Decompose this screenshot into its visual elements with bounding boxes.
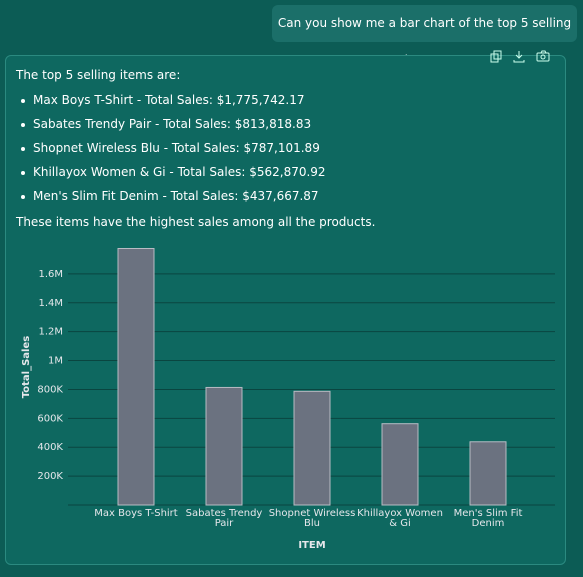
- x-axis-label: ITEM: [298, 540, 325, 551]
- bar: [117, 248, 155, 506]
- list-item: Sabates Trendy Pair - Total Sales: $813,…: [20, 117, 312, 131]
- x-tick-label: Men's Slim Fit Denim: [453, 508, 523, 529]
- bar: [469, 441, 507, 506]
- list-item: Men's Slim Fit Denim - Total Sales: $437…: [21, 189, 319, 203]
- y-tick-label: 1M: [48, 356, 63, 367]
- x-tick-label: Max Boys T-Shirt: [94, 508, 178, 519]
- download-icon[interactable]: [513, 51, 525, 63]
- y-tick-label: 200K: [37, 471, 63, 482]
- y-tick-label: 400K: [37, 442, 63, 453]
- y-tick-label: 1.6M: [38, 269, 63, 280]
- response-intro: The top 5 selling items are:: [16, 68, 181, 82]
- y-tick-label: 600K: [37, 413, 63, 424]
- x-tick-label: Sabates Trendy Pair: [185, 508, 263, 529]
- y-tick-label: 1.2M: [38, 327, 63, 338]
- y-axis-label: Total_Sales: [21, 336, 32, 398]
- bar: [381, 423, 419, 506]
- list-item: Shopnet Wireless Blu - Total Sales: $787…: [21, 141, 320, 155]
- copy-icon[interactable]: [490, 50, 502, 63]
- list-item: Max Boys T-Shirt - Total Sales: $1,775,7…: [21, 93, 305, 107]
- bar: [293, 390, 331, 506]
- bar: [205, 386, 243, 506]
- x-tick-label: Khillayox Women & Gi: [357, 508, 443, 529]
- x-tick-label: Shopnet Wireless Blu: [268, 508, 356, 529]
- response-outro: These items have the highest sales among…: [16, 215, 376, 229]
- y-tick-label: 800K: [37, 384, 63, 395]
- y-tick-label: 1.4M: [38, 298, 63, 309]
- list-item: Khillayox Women & Gi - Total Sales: $562…: [21, 165, 326, 179]
- camera-icon[interactable]: [536, 50, 550, 62]
